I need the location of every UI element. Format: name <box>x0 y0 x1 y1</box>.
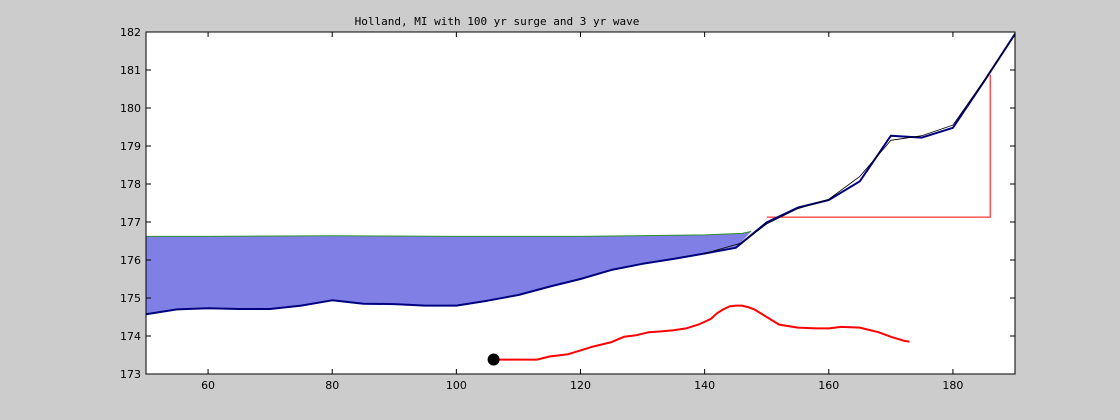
y-tick-label: 179 <box>120 140 141 153</box>
y-tick-label: 174 <box>120 330 141 343</box>
x-tick-label: 140 <box>694 379 715 392</box>
x-tick-label: 100 <box>446 379 467 392</box>
x-tick-label: 60 <box>201 379 215 392</box>
y-tick-label: 180 <box>120 102 141 115</box>
y-tick-label: 181 <box>120 64 141 77</box>
y-tick-label: 175 <box>120 292 141 305</box>
start-marker <box>487 353 500 366</box>
runup-triangle-line <box>766 74 991 218</box>
plot-area <box>146 32 1015 374</box>
x-tick-label: 120 <box>570 379 591 392</box>
x-tick-label: 180 <box>942 379 963 392</box>
x-tick-label: 160 <box>818 379 839 392</box>
y-tick-label: 177 <box>120 216 141 229</box>
y-tick-label: 178 <box>120 178 141 191</box>
y-tick-label: 173 <box>120 368 141 381</box>
wave-height-line <box>493 304 910 361</box>
y-tick-label: 176 <box>120 254 141 267</box>
water-area <box>146 231 752 315</box>
profile-fit-line <box>704 34 1016 254</box>
x-tick-label: 80 <box>325 379 339 392</box>
chart-title: Holland, MI with 100 yr surge and 3 yr w… <box>355 15 640 28</box>
y-tick-label: 182 <box>120 26 141 39</box>
water-surface-line <box>146 231 752 237</box>
beach-profile-line <box>145 33 1016 316</box>
